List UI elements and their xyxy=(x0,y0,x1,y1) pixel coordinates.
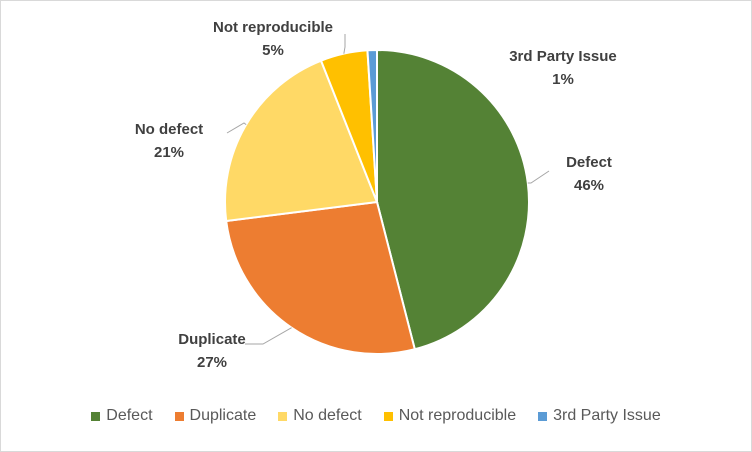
legend-item-defect: Defect xyxy=(91,407,153,425)
data-label-value-duplicate: 27% xyxy=(197,354,227,371)
data-label-value-3rd-party-issue: 1% xyxy=(552,71,574,88)
data-label-name-defect: Defect xyxy=(566,154,612,171)
pie-slice-no-defect xyxy=(224,59,379,223)
leader-line-no-defect xyxy=(226,122,247,134)
data-label-name-3rd-party-issue: 3rd Party Issue xyxy=(509,48,617,65)
legend: Defect Duplicate No defect Not reproduci… xyxy=(1,407,751,425)
leader-line-defect xyxy=(527,170,550,184)
legend-swatch-duplicate xyxy=(174,411,184,421)
legend-label-3rd-party-issue: 3rd Party Issue xyxy=(553,407,661,424)
legend-label-no-defect: No defect xyxy=(293,407,362,424)
data-label-value-not-reproducible: 5% xyxy=(262,42,284,59)
legend-item-no-defect: No defect xyxy=(278,407,362,425)
legend-label-defect: Defect xyxy=(106,407,153,424)
data-label-value-no-defect: 21% xyxy=(154,144,184,161)
legend-item-not-reproducible: Not reproducible xyxy=(383,407,517,425)
data-label-value-defect: 46% xyxy=(574,177,604,194)
legend-swatch-3rd-party-issue xyxy=(538,411,548,421)
pie-slice-defect xyxy=(376,48,530,351)
legend-swatch-no-defect xyxy=(278,411,288,421)
leader-line-duplicate xyxy=(245,327,292,345)
legend-item-3rd-party-issue: 3rd Party Issue xyxy=(538,407,661,425)
legend-item-duplicate: Duplicate xyxy=(174,407,257,425)
data-label-name-not-reproducible: Not reproducible xyxy=(213,19,333,36)
leader-line-not-reproducible xyxy=(343,34,346,54)
legend-label-not-reproducible: Not reproducible xyxy=(398,407,517,424)
legend-label-duplicate: Duplicate xyxy=(189,407,257,424)
legend-swatch-defect xyxy=(91,411,101,421)
legend-swatch-not-reproducible xyxy=(383,411,393,421)
data-label-name-duplicate: Duplicate xyxy=(178,331,246,348)
pie-slice-3rd-party-issue xyxy=(366,48,378,203)
data-label-name-no-defect: No defect xyxy=(135,121,203,138)
pie-slice-duplicate xyxy=(225,200,417,355)
